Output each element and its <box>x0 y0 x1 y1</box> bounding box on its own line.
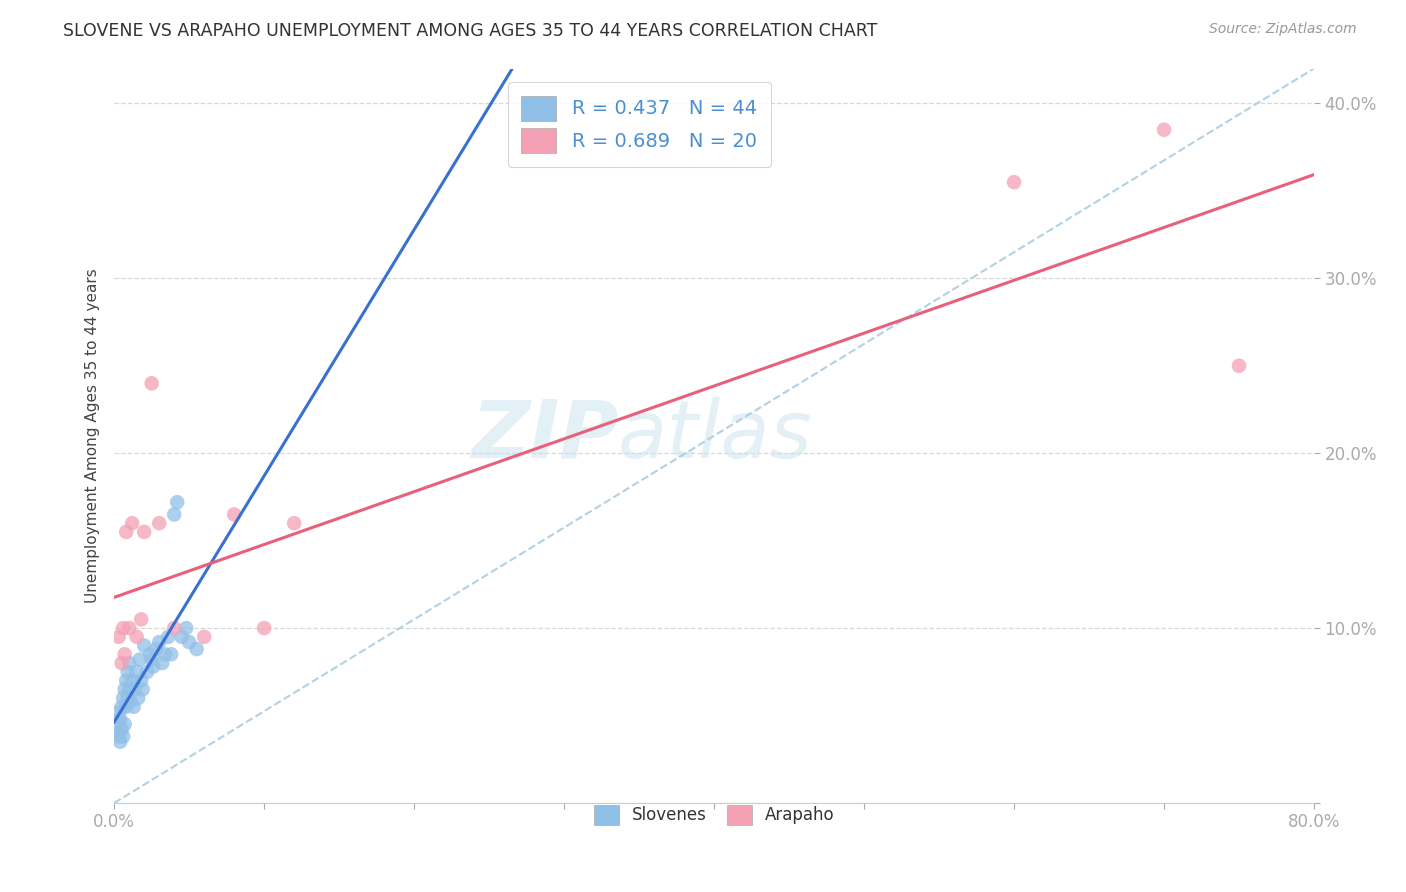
Point <box>111 656 134 670</box>
Text: Source: ZipAtlas.com: Source: ZipAtlas.com <box>1209 22 1357 37</box>
Point <box>283 516 305 531</box>
Point <box>117 665 139 679</box>
Text: atlas: atlas <box>619 397 813 475</box>
Point <box>120 694 142 708</box>
Point <box>224 508 246 522</box>
Point <box>112 691 135 706</box>
Point <box>134 639 156 653</box>
Point <box>114 682 136 697</box>
Point <box>107 705 129 719</box>
Text: ZIP: ZIP <box>471 397 619 475</box>
Point <box>166 495 188 509</box>
Point <box>141 652 163 666</box>
Point <box>105 717 128 731</box>
Point <box>127 691 149 706</box>
Point <box>125 665 148 679</box>
Point <box>111 699 134 714</box>
Point <box>108 735 131 749</box>
Point <box>121 673 143 688</box>
Point <box>108 712 131 726</box>
Point <box>1002 175 1025 189</box>
Point <box>148 635 170 649</box>
Point <box>115 524 138 539</box>
Point <box>163 508 186 522</box>
Point <box>141 376 163 391</box>
Point <box>125 630 148 644</box>
Point <box>118 621 141 635</box>
Point <box>131 682 153 697</box>
Point <box>193 630 215 644</box>
Point <box>107 630 129 644</box>
Point <box>1153 122 1175 136</box>
Point <box>142 659 165 673</box>
Point <box>153 648 176 662</box>
Point <box>104 726 127 740</box>
Point <box>112 730 135 744</box>
Point <box>112 621 135 635</box>
Point <box>179 635 201 649</box>
Point <box>170 630 193 644</box>
Point <box>129 612 152 626</box>
Point <box>114 648 136 662</box>
Point <box>134 524 156 539</box>
Legend: Slovenes, Arapaho: Slovenes, Arapaho <box>583 795 845 835</box>
Point <box>118 656 141 670</box>
Point <box>115 699 138 714</box>
Point <box>122 699 145 714</box>
Point <box>129 673 152 688</box>
Text: SLOVENE VS ARAPAHO UNEMPLOYMENT AMONG AGES 35 TO 44 YEARS CORRELATION CHART: SLOVENE VS ARAPAHO UNEMPLOYMENT AMONG AG… <box>63 22 877 40</box>
Point <box>163 621 186 635</box>
Point <box>121 516 143 531</box>
Point <box>114 717 136 731</box>
Point <box>124 682 146 697</box>
Point <box>118 682 141 697</box>
Point <box>150 656 173 670</box>
Point <box>186 642 208 657</box>
Y-axis label: Unemployment Among Ages 35 to 44 years: Unemployment Among Ages 35 to 44 years <box>86 268 100 603</box>
Point <box>145 642 167 657</box>
Point <box>107 730 129 744</box>
Point <box>128 652 150 666</box>
Point <box>117 691 139 706</box>
Point <box>174 621 197 635</box>
Point <box>111 723 134 737</box>
Point <box>253 621 276 635</box>
Point <box>136 665 159 679</box>
Point <box>115 673 138 688</box>
Point <box>157 630 180 644</box>
Point <box>148 516 170 531</box>
Point <box>1227 359 1250 373</box>
Point <box>160 648 183 662</box>
Point <box>139 648 162 662</box>
